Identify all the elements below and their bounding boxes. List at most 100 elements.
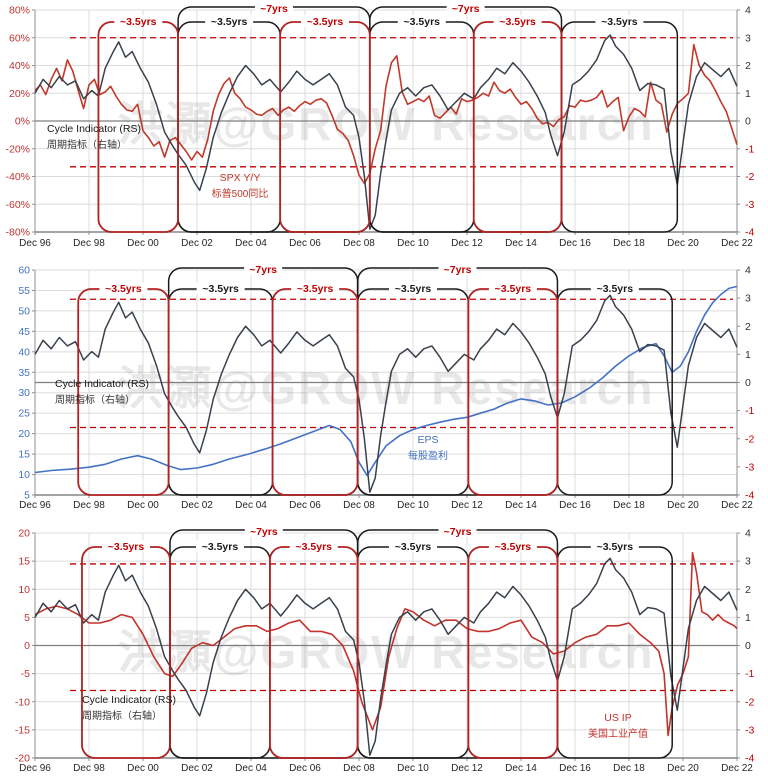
bracket-label-7yrs: ~7yrs [444, 264, 472, 276]
bracket-label-7yrs-bg [254, 2, 293, 14]
bracket-label-3-5yrs-bg [300, 15, 349, 27]
bracket-label-7yrs-bg [244, 263, 283, 275]
bracket-label-3-5yrs: ~3.5yrs [395, 283, 432, 295]
right-axis-tick-label: -3 [745, 724, 754, 736]
x-axis-tick-label: Dec 16 [559, 763, 591, 774]
bracket-label-3-5yrs: ~3.5yrs [597, 541, 634, 553]
left-axis-tick-label: 35 [18, 367, 30, 379]
right-axis-tick-label: 3 [745, 293, 751, 305]
x-axis-tick-label: Dec 98 [73, 238, 105, 249]
bracket-label-7yrs: ~7yrs [260, 3, 288, 15]
left-axis-tick-label: -40% [5, 171, 30, 183]
x-axis-tick-label: Dec 18 [613, 500, 645, 511]
right-axis-tick-label: 1 [745, 612, 751, 624]
panel-usip: 洪灝@GROW Research20151050-5-10-15-2043210… [15, 525, 754, 774]
right-axis-tick-label: -4 [745, 753, 754, 765]
left-axis-tick-label: 25 [18, 408, 30, 420]
x-axis-tick-label: Dec 00 [127, 238, 159, 249]
left-axis-tick-label: 10 [18, 469, 30, 481]
right-axis-tick-label: -3 [745, 199, 754, 211]
x-axis-tick-label: Dec 14 [505, 500, 537, 511]
bracket-label-7yrs: ~7yrs [452, 3, 480, 15]
right-axis-tick-label: 1 [745, 88, 751, 100]
bracket-label-7yrs-bg [438, 525, 477, 537]
x-axis-tick-label: Dec 08 [343, 763, 375, 774]
left-axis-tick-label: 80% [9, 5, 30, 17]
left-axis-tick-label: 15 [18, 556, 30, 568]
bracket-label-3-5yrs: ~3.5yrs [202, 541, 239, 553]
left-axis-tick-label: 45 [18, 326, 30, 338]
bracket-label-3-5yrs: ~3.5yrs [307, 16, 344, 28]
bracket-label-3-5yrs: ~3.5yrs [296, 541, 333, 553]
x-axis-tick-label: Dec 04 [235, 238, 267, 249]
right-axis-tick-label: 1 [745, 349, 751, 361]
x-axis-tick-label: Dec 98 [73, 500, 105, 511]
bracket-label-3-5yrs-bg [389, 540, 437, 552]
left-axis-tick-label: 30 [18, 387, 30, 399]
bracket-label-3-5yrs-bg [196, 282, 245, 294]
x-axis-tick-label: Dec 02 [181, 500, 213, 511]
right-axis-tick-label: -2 [745, 171, 754, 183]
right-axis-tick-label: -1 [745, 405, 754, 417]
left-axis-tick-label: 20% [9, 88, 30, 100]
left-axis-tick-label: 20 [18, 528, 30, 540]
bracket-label-3-5yrs-bg [488, 540, 537, 552]
cycle-indicator-label-en: Cycle Indicator (RS) [55, 378, 149, 390]
cycle-indicator-label-zh: 周期指标（右轴） [47, 138, 127, 151]
x-axis-tick-label: Dec 16 [559, 500, 591, 511]
left-axis-tick-label: 10 [18, 584, 30, 596]
series-label-en: SPX Y/Y [220, 172, 261, 184]
panel-eps: 洪灝@GROW Research605550454035302520151054… [18, 263, 754, 511]
series-label-zh: 美国工业产值 [588, 727, 648, 740]
right-axis-tick-label: 0 [745, 377, 751, 389]
bracket-label-3-5yrs: ~3.5yrs [211, 16, 248, 28]
x-axis-tick-label: Dec 22 [721, 238, 753, 249]
x-axis-tick-label: Dec 22 [721, 763, 753, 774]
x-axis-tick-label: Dec 06 [289, 500, 321, 511]
right-axis-tick-label: -2 [745, 433, 754, 445]
series-label-en: US IP [604, 712, 631, 724]
cycle-indicator-label-en: Cycle Indicator (RS) [82, 694, 176, 706]
x-axis-tick-label: Dec 96 [19, 763, 51, 774]
right-axis-tick-label: -4 [745, 227, 754, 239]
x-axis-tick-label: Dec 08 [343, 500, 375, 511]
x-axis-tick-label: Dec 04 [235, 500, 267, 511]
right-axis-tick-label: -3 [745, 461, 754, 473]
left-axis-tick-label: -20 [15, 753, 30, 765]
bracket-label-3-5yrs: ~3.5yrs [395, 541, 432, 553]
series-label-zh: 每股盈利 [408, 449, 448, 462]
right-axis-tick-label: 2 [745, 321, 751, 333]
spx-y-y-series-path [34, 43, 738, 185]
series-label-en: EPS [417, 434, 438, 446]
bracket-label-3-5yrs-bg [590, 540, 639, 552]
bracket-label-7yrs: ~7yrs [444, 526, 472, 538]
cycle-indicator-label-en: Cycle Indicator (RS) [47, 123, 141, 135]
x-axis-tick-label: Dec 18 [613, 238, 645, 249]
left-axis-tick-label: 50 [18, 305, 30, 317]
bracket-label-3-5yrs: ~3.5yrs [495, 283, 532, 295]
right-axis-tick-label: 3 [745, 556, 751, 568]
bracket-label-3-5yrs: ~3.5yrs [105, 283, 142, 295]
bracket-label-3-5yrs-bg [205, 15, 254, 27]
bracket-label-3-5yrs: ~3.5yrs [601, 16, 638, 28]
left-axis-tick-label: 5 [24, 612, 30, 624]
left-axis-tick-label: -5 [21, 668, 30, 680]
bracket-label-3-5yrs: ~3.5yrs [108, 541, 145, 553]
left-axis-tick-label: -60% [5, 199, 30, 211]
bracket-label-3-5yrs: ~3.5yrs [495, 541, 532, 553]
bracket-label-3-5yrs: ~3.5yrs [120, 16, 157, 28]
right-axis-tick-label: -1 [745, 143, 754, 155]
x-axis-tick-label: Dec 10 [397, 763, 429, 774]
cycle-indicator-series-path [34, 294, 738, 493]
bracket-label-3-5yrs-bg [289, 540, 338, 552]
bracket-label-3-5yrs: ~3.5yrs [499, 16, 536, 28]
bracket-label-3-5yrs: ~3.5yrs [404, 16, 441, 28]
x-axis-tick-label: Dec 96 [19, 238, 51, 249]
left-axis-tick-label: 60% [9, 32, 30, 44]
x-axis-tick-label: Dec 12 [451, 500, 483, 511]
bracket-label-3-5yrs-bg [114, 15, 163, 27]
bracket-label-7yrs-bg [446, 2, 485, 14]
x-axis-tick-label: Dec 98 [73, 763, 105, 774]
bracket-label-3-5yrs-bg [488, 282, 537, 294]
right-axis-tick-label: -2 [745, 696, 754, 708]
